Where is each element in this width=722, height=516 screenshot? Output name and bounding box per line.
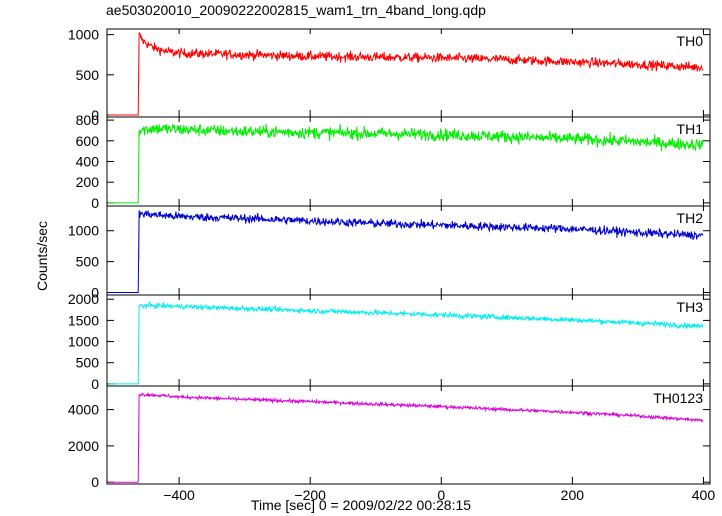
y-tick-label-th1: 600 (76, 133, 100, 149)
x-tick-label: −400 (163, 487, 195, 503)
y-tick-label-th2: 1000 (68, 223, 99, 239)
y-tick-label-th2: 0 (91, 285, 99, 301)
y-tick-label-th1: 0 (91, 195, 99, 211)
series-label-th0123: TH0123 (653, 390, 703, 406)
y-tick-label-th3: 0 (91, 376, 99, 392)
y-tick-label-th0: 0 (91, 107, 99, 123)
y-tick-label-th0: 1000 (68, 27, 99, 43)
y-tick-label-th0123: 4000 (68, 402, 99, 418)
y-tick-label-th0123: 2000 (68, 438, 99, 454)
y-axis-label: Counts/sec (34, 220, 50, 292)
panel-frame-th0 (106, 28, 711, 118)
series-line-th3 (108, 300, 704, 385)
y-tick-label-th1: 200 (76, 174, 100, 190)
x-tick-label: −200 (294, 487, 326, 503)
series-label-th2: TH2 (677, 210, 704, 226)
x-tick-label: 0 (437, 487, 445, 503)
x-tick-label: 400 (692, 487, 716, 503)
panel-frame-th0123 (106, 385, 711, 485)
y-tick-label-th2: 500 (76, 254, 100, 270)
chart-title: ae503020010_20090222002815_wam1_trn_4ban… (106, 2, 486, 18)
y-tick-label-th3: 1000 (68, 334, 99, 350)
series-line-th0123 (108, 392, 704, 483)
series-line-th2 (108, 210, 704, 293)
y-tick-label-th3: 500 (76, 355, 100, 371)
series-label-th1: TH1 (677, 121, 704, 137)
series-label-th3: TH3 (677, 299, 704, 315)
panel-frame-th2 (106, 205, 711, 296)
y-tick-label-th1: 800 (76, 112, 100, 128)
y-tick-label-th1: 400 (76, 154, 100, 170)
x-axis-label: Time [sec] 0 = 2009/02/22 00:28:15 (250, 497, 472, 513)
y-tick-label-th3: 2000 (68, 291, 99, 307)
series-line-th0 (108, 32, 704, 116)
series-line-th1 (108, 122, 704, 204)
x-tick-label: 200 (561, 487, 585, 503)
y-tick-label-th0123: 0 (91, 474, 99, 490)
y-tick-label-th3: 1500 (68, 312, 99, 328)
y-tick-label-th0: 500 (76, 67, 100, 83)
series-label-th0: TH0 (677, 33, 704, 49)
